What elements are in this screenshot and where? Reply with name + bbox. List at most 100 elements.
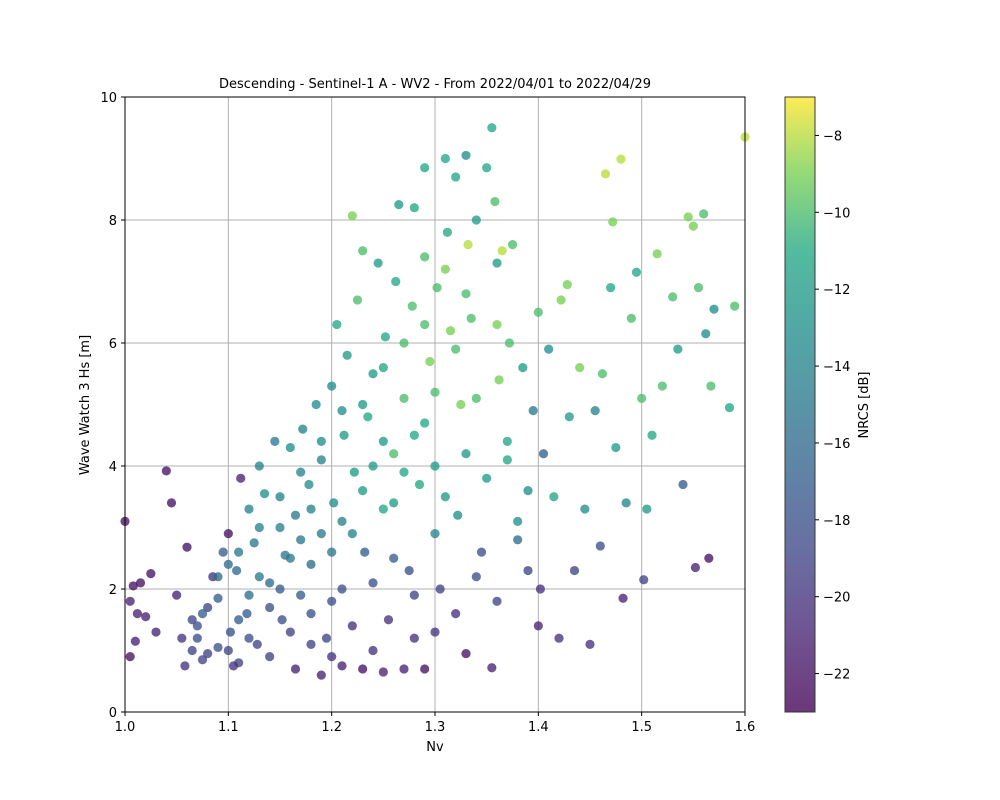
data-point [151, 627, 161, 637]
data-point [538, 449, 549, 459]
data-point [378, 436, 388, 446]
data-point [456, 399, 466, 410]
y-tick-label: 0 [109, 706, 117, 721]
data-point [575, 363, 585, 373]
data-point [349, 467, 359, 477]
data-point [585, 639, 595, 649]
data-point [316, 670, 326, 680]
data-point [232, 565, 242, 576]
colorbar-tick-label: −18 [823, 514, 850, 529]
data-point [409, 590, 419, 600]
data-point [399, 467, 409, 477]
data-point [304, 479, 314, 490]
colorbar-label: NRCS [dB] [857, 372, 872, 439]
data-point [730, 301, 740, 311]
data-point [236, 473, 246, 483]
data-point [249, 538, 259, 548]
data-point [337, 661, 347, 671]
data-point [125, 596, 135, 606]
data-point [290, 664, 301, 674]
data-point [420, 664, 430, 674]
data-point [471, 393, 481, 403]
data-point [693, 283, 704, 293]
data-point [130, 636, 140, 646]
data-point [616, 154, 626, 164]
data-point [621, 498, 631, 508]
data-point [608, 217, 618, 227]
data-point [321, 633, 332, 643]
data-point [647, 430, 657, 440]
data-point [337, 406, 347, 416]
data-point [187, 645, 197, 656]
data-point [482, 163, 492, 173]
data-point [513, 516, 523, 526]
data-point [342, 350, 352, 360]
data-point [420, 319, 430, 330]
data-point [435, 584, 445, 594]
data-point [409, 430, 419, 440]
data-point [657, 381, 667, 391]
data-point [378, 504, 388, 514]
data-point [487, 123, 497, 133]
data-point [420, 418, 430, 428]
data-point [358, 246, 368, 256]
data-point [244, 590, 254, 600]
data-point [234, 547, 244, 557]
data-point [265, 652, 275, 662]
chart-title: Descending - Sentinel-1 A - WV2 - From 2… [219, 77, 651, 92]
data-point [347, 211, 357, 221]
data-point [161, 466, 171, 476]
data-point [704, 553, 714, 563]
data-point [213, 642, 223, 653]
data-point [225, 627, 235, 637]
data-point [482, 473, 492, 483]
data-point [451, 344, 461, 354]
data-point [391, 276, 401, 287]
data-point [389, 449, 399, 459]
data-point [360, 547, 370, 557]
data-point [701, 329, 711, 339]
data-point [203, 648, 213, 659]
data-point [399, 338, 409, 348]
y-tick-label: 4 [109, 460, 117, 475]
data-point [404, 565, 414, 576]
data-point [606, 283, 616, 293]
data-point [270, 436, 280, 446]
data-point [306, 639, 316, 649]
data-point [430, 529, 440, 539]
data-point [298, 424, 308, 434]
colorbar-tick-label: −22 [823, 668, 850, 683]
data-point [228, 661, 239, 671]
data-point [513, 535, 523, 545]
data-point [187, 615, 197, 625]
data-point [352, 295, 363, 305]
data-point [347, 529, 357, 539]
data-point [442, 227, 452, 237]
x-tick-label: 1.2 [321, 720, 342, 735]
data-point [425, 356, 435, 367]
data-point [430, 461, 440, 471]
data-point [678, 479, 688, 490]
data-point [242, 609, 252, 619]
x-tick-label: 1.1 [218, 720, 239, 735]
data-point [135, 578, 146, 588]
data-point [332, 319, 342, 330]
data-point [420, 252, 430, 262]
data-point [476, 547, 487, 557]
data-point [683, 212, 693, 222]
data-point [316, 436, 326, 446]
data-point [213, 572, 223, 582]
data-point [128, 581, 138, 591]
data-point [466, 313, 476, 323]
data-point [277, 615, 287, 625]
data-point [358, 486, 368, 496]
data-point [373, 258, 383, 268]
y-tick-label: 6 [109, 337, 117, 352]
data-point [316, 529, 326, 539]
data-point [311, 399, 321, 410]
colorbar-tick-label: −14 [823, 360, 850, 375]
data-point [265, 602, 275, 613]
data-point [688, 221, 698, 231]
data-point [265, 578, 275, 588]
